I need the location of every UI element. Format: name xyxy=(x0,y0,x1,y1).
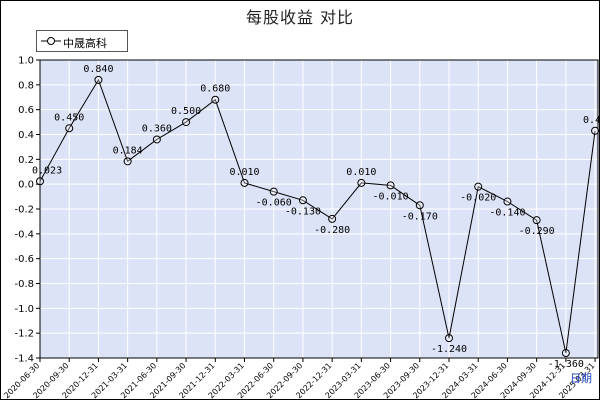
data-point xyxy=(269,187,278,196)
grid-lines xyxy=(39,59,599,359)
y-tick-label: -0.8 xyxy=(14,279,34,290)
data-label: 0.360 xyxy=(142,123,172,134)
y-tick-label: 0.0 xyxy=(18,180,34,191)
data-point xyxy=(386,181,395,190)
data-point xyxy=(36,177,44,186)
series-points xyxy=(36,75,600,358)
data-point xyxy=(240,178,249,187)
x-axis-label: 日期 xyxy=(570,372,592,385)
data-point xyxy=(94,75,103,84)
data-label: -0.140 xyxy=(489,208,525,219)
data-point xyxy=(474,182,483,191)
data-point xyxy=(357,178,366,187)
data-label: -0.060 xyxy=(256,198,292,209)
legend-entry: 中晟高科 xyxy=(63,37,107,50)
y-tick-label: -1.0 xyxy=(14,304,34,315)
x-axis-ticks: 2020-06-302020-09-302020-12-312021-03-31… xyxy=(2,358,596,400)
data-point xyxy=(328,214,337,223)
data-label: -0.170 xyxy=(402,211,438,222)
y-tick-label: -0.2 xyxy=(14,205,34,216)
data-point xyxy=(298,196,307,205)
y-tick-label: 0.4 xyxy=(18,130,34,141)
data-label: 0.010 xyxy=(229,167,259,178)
y-tick-label: -0.4 xyxy=(14,229,34,240)
y-tick-label: 0.2 xyxy=(18,155,34,166)
y-tick-label: -0.6 xyxy=(14,254,34,265)
data-label: -0.290 xyxy=(519,226,555,237)
data-label: 0.184 xyxy=(113,145,143,156)
y-tick-label: -1.2 xyxy=(14,329,34,340)
data-labels: 0.023 0.450 0.840 0.184 0.360 0.500 0.680 0.010… xyxy=(32,64,600,370)
data-point xyxy=(561,349,570,358)
data-label: 0.023 xyxy=(32,165,62,176)
data-point xyxy=(182,118,191,127)
data-point xyxy=(503,197,512,206)
data-label: 0.450 xyxy=(54,112,84,123)
data-label: -0.020 xyxy=(460,193,496,204)
data-label: 0.500 xyxy=(171,106,201,117)
y-axis-ticks: 1.0 0.8 0.6 0.4 0.2 0.0 -0.2 -0.4 -0.6 -0.8 -1.0 -1… xyxy=(14,56,40,365)
data-point xyxy=(123,157,132,166)
data-label: 0.680 xyxy=(200,84,230,95)
data-label: 0.010 xyxy=(346,167,376,178)
data-label: -0.010 xyxy=(373,191,409,202)
data-label: -0.280 xyxy=(314,225,350,236)
data-point xyxy=(65,124,74,133)
data-point xyxy=(211,95,220,104)
data-label: 0.430 xyxy=(583,115,600,126)
data-point xyxy=(591,126,600,135)
data-label: -0.130 xyxy=(285,206,321,217)
y-tick-label: 1.0 xyxy=(18,56,34,67)
y-tick-label: 0.6 xyxy=(18,105,34,116)
y-tick-label: 0.8 xyxy=(18,80,34,91)
data-label: 0.840 xyxy=(83,64,113,75)
data-point xyxy=(445,334,454,343)
data-point xyxy=(532,216,541,225)
data-label: -1.240 xyxy=(431,344,467,355)
legend-marker-icon xyxy=(41,37,61,45)
series-line xyxy=(39,78,596,354)
y-tick-label: -1.4 xyxy=(14,354,34,365)
data-label: -1.360 xyxy=(548,359,584,370)
legend: 中晟高科 xyxy=(36,30,128,52)
chart-title: 每股收益 对比 xyxy=(245,8,355,27)
data-point xyxy=(152,135,161,144)
data-point xyxy=(415,201,424,210)
